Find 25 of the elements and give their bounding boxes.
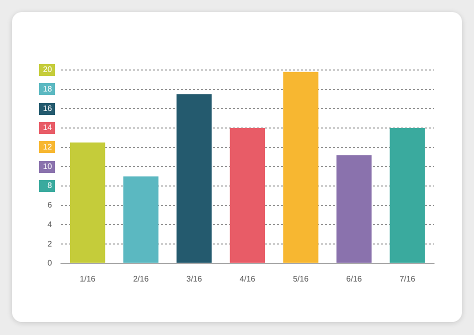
x-tick-label: 3/16 — [186, 274, 202, 284]
y-tick-label: 14 — [42, 123, 52, 132]
y-tick-label: 10 — [42, 162, 52, 171]
bar — [283, 72, 318, 263]
bar — [336, 155, 372, 263]
y-tick-label: 8 — [47, 181, 52, 190]
y-tick-label: 18 — [42, 84, 52, 94]
y-tick-label: 0 — [47, 258, 52, 268]
bar — [123, 176, 158, 263]
bar — [390, 128, 425, 263]
bar — [70, 142, 106, 263]
y-tick-label: 12 — [42, 142, 52, 152]
x-tick-label: 4/16 — [240, 274, 256, 284]
y-tick-label: 6 — [47, 200, 52, 210]
y-tick-label: 4 — [47, 220, 52, 229]
x-tick-label: 7/16 — [400, 274, 416, 284]
bar — [176, 94, 212, 263]
x-tick-label: 1/16 — [80, 274, 96, 284]
x-tick-label: 5/16 — [292, 274, 310, 284]
y-tick-label: 20 — [42, 65, 52, 74]
bar — [230, 128, 266, 263]
y-tick-label: 16 — [42, 104, 52, 113]
y-tick-label: 2 — [47, 239, 52, 248]
x-tick-label: 6/16 — [346, 274, 362, 284]
x-tick-label: 2/16 — [133, 274, 150, 284]
